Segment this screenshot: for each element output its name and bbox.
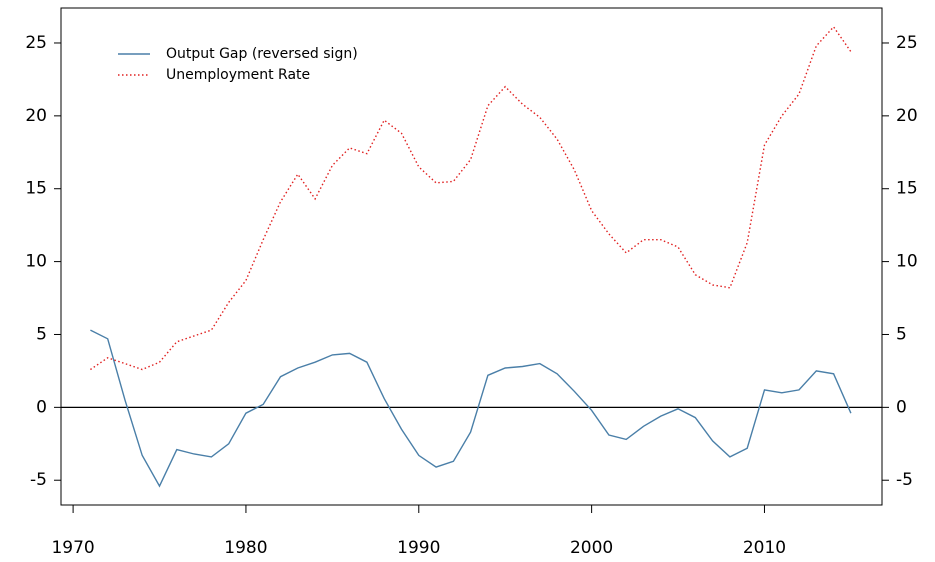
x-tick-label: 1970 (51, 538, 94, 558)
x-tick-label: 2010 (743, 538, 786, 558)
y2-tick-label: 15 (896, 179, 918, 199)
legend-label: Unemployment Rate (166, 67, 310, 83)
y-tick-label: 25 (25, 33, 47, 53)
x-tick-label: 2000 (570, 538, 613, 558)
x-tick-label: 1990 (397, 538, 440, 558)
legend-label: Output Gap (reversed sign) (166, 46, 358, 62)
y-tick-label: 10 (25, 252, 47, 272)
plot-frame (60, 7, 883, 506)
y2-tick-label: 0 (896, 397, 907, 417)
y2-tick-label: 20 (896, 106, 918, 126)
x-tick-label: 1980 (224, 538, 267, 558)
y2-tick-label: 25 (896, 33, 918, 53)
series-line (90, 329, 852, 488)
y-tick-label: 20 (25, 106, 47, 126)
y2-tick-label: 5 (896, 324, 907, 344)
y2-tick-label: 10 (896, 252, 918, 272)
y2-tick-label: -5 (896, 470, 913, 490)
y-tick-label: -5 (30, 470, 47, 490)
y-tick-label: 15 (25, 179, 47, 199)
y-tick-label: 0 (36, 397, 47, 417)
y-tick-label: 5 (36, 324, 47, 344)
